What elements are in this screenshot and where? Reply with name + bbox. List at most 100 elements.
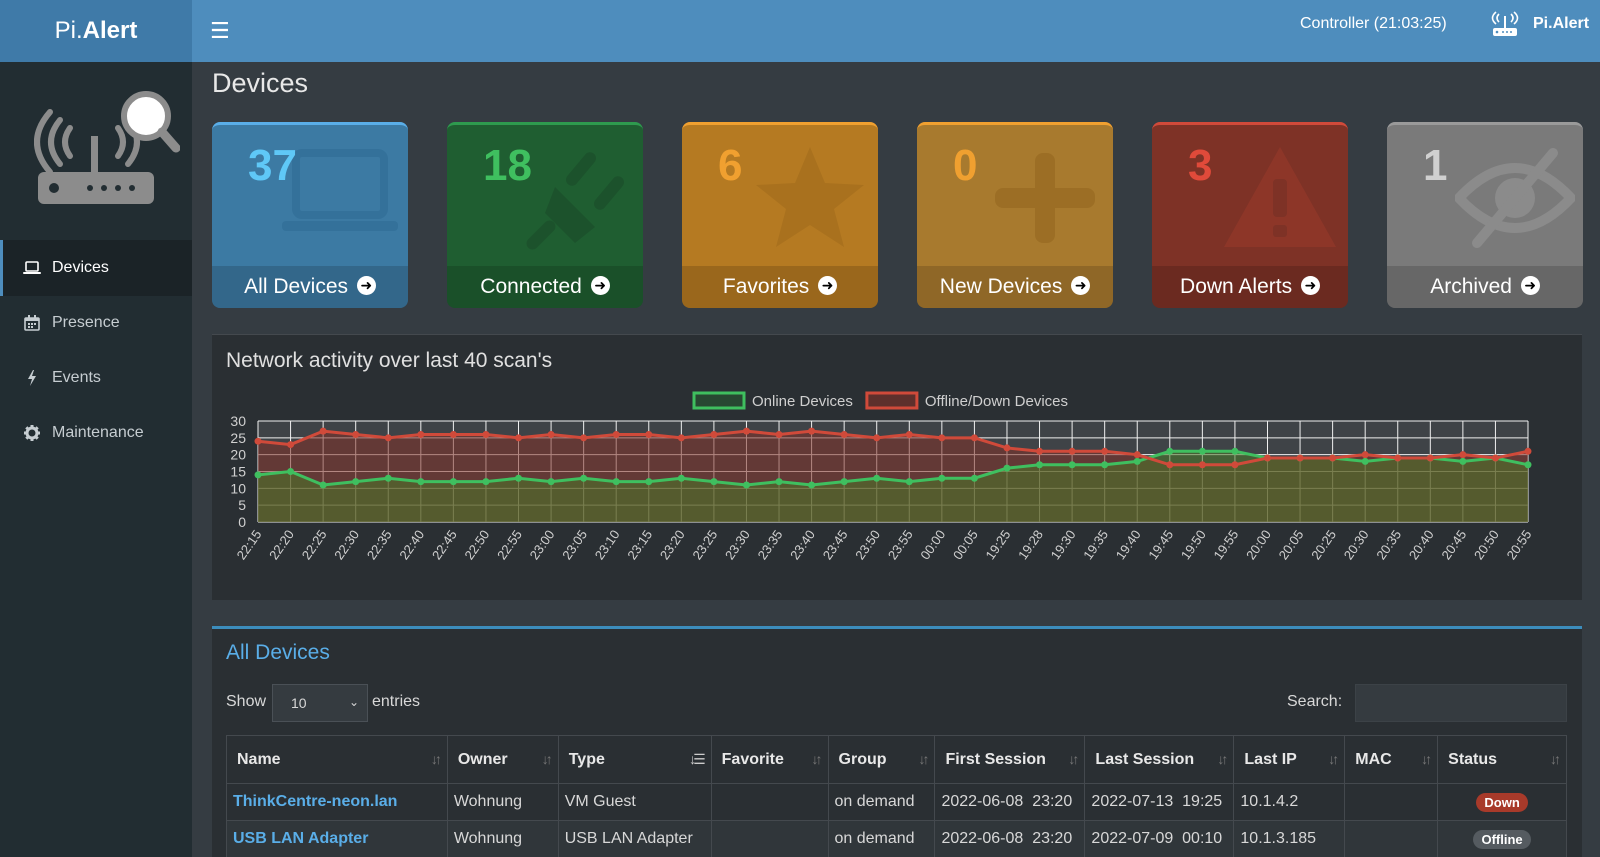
tile-archived[interactable]: 1 Archived ➜ [1387, 122, 1583, 308]
x-tick-label: 20:35 [1373, 527, 1404, 562]
data-point [873, 474, 881, 482]
column-header-owner[interactable]: Owner ↓↑ [446, 735, 559, 784]
tile-link[interactable]: Archived ➜ [1387, 266, 1583, 308]
data-point [580, 434, 588, 442]
cell-name[interactable]: ThinkCentre-neon.lan [226, 783, 448, 821]
column-header-label: First Session [945, 750, 1046, 768]
sort-icon: ↓↑ [1421, 751, 1432, 767]
sort-icon: ↓↑ [541, 751, 553, 767]
all-devices-card: All Devices Show 10 ⌄ entries Search: Nam… [212, 626, 1582, 857]
column-header-label: Group [838, 750, 887, 768]
y-tick-label: 0 [238, 514, 246, 530]
data-point [808, 481, 816, 489]
tile-all-devices[interactable]: 37 All Devices ➜ [212, 122, 408, 308]
column-header-last-ip[interactable]: Last IP ↓↑ [1233, 735, 1346, 784]
sidebar-item-presence[interactable]: Presence [0, 295, 192, 351]
data-point [1101, 447, 1109, 455]
data-point [1101, 461, 1109, 469]
eye-slash-icon [1455, 148, 1575, 248]
gear-icon [22, 423, 42, 443]
app-logo[interactable]: Pi.Alert [0, 0, 192, 62]
bolt-icon [22, 368, 42, 388]
y-tick-label: 10 [230, 480, 246, 496]
data-point [840, 430, 848, 438]
legend-swatch [692, 391, 746, 410]
device-link[interactable]: USB LAN Adapter [233, 830, 369, 847]
legend-swatch [865, 391, 919, 410]
data-point [873, 434, 881, 442]
user-menu[interactable]: Pi.Alert [1533, 15, 1590, 32]
tile-link[interactable]: All Devices ➜ [212, 266, 408, 308]
data-point [970, 474, 978, 482]
tile-connected[interactable]: 18 Connected ➜ [447, 122, 643, 308]
sidebar-item-maintenance[interactable]: Maintenance [0, 405, 192, 461]
chart-card-title: Network activity over last 40 scan's [226, 349, 553, 372]
x-tick-label: 19:50 [1178, 527, 1209, 562]
tile-link[interactable]: New Devices ➜ [917, 266, 1113, 308]
tile-down-alerts[interactable]: 3 Down Alerts ➜ [1152, 122, 1348, 308]
tile-new-devices[interactable]: 0 New Devices ➜ [917, 122, 1113, 308]
data-point [775, 478, 783, 486]
tile-link[interactable]: Connected ➜ [447, 266, 643, 308]
entries-select[interactable]: 10 ⌄ [272, 684, 368, 722]
data-point [742, 481, 750, 489]
x-tick-label: 00:05 [950, 527, 981, 562]
plug-icon [526, 152, 624, 250]
x-tick-label: 19:25 [982, 527, 1013, 562]
x-tick-label: 23:40 [787, 527, 818, 562]
sidebar-item-events[interactable]: Events [0, 350, 192, 406]
y-tick-label: 30 [230, 413, 246, 429]
y-tick-label: 5 [238, 497, 246, 513]
sidebar-item-devices[interactable]: Devices [0, 240, 192, 296]
search-input[interactable] [1355, 684, 1567, 722]
data-point [449, 430, 457, 438]
tile-favorites[interactable]: 6 Favorites ➜ [682, 122, 878, 308]
tile-label: New Devices [939, 275, 1063, 298]
tile-count: 3 [1188, 141, 1213, 190]
x-tick-label: 22:50 [461, 527, 492, 562]
data-point [612, 430, 620, 438]
star-icon [756, 147, 864, 247]
column-header-first-session[interactable]: First Session ↓↑ [934, 735, 1086, 784]
data-point [1296, 454, 1304, 462]
sidebar-item-label: Events [52, 369, 101, 386]
arrow-circle-right-icon: ➜ [590, 275, 610, 295]
column-header-name[interactable]: Name ↓↑ [226, 735, 448, 784]
data-point [417, 478, 425, 486]
cell-type: USB LAN Adapter [557, 820, 712, 857]
cell-first-session: 2022-06-08 23:20 [934, 783, 1086, 821]
data-point [742, 427, 750, 435]
menu-toggle-icon[interactable]: ☰ [210, 18, 230, 43]
data-point [1524, 447, 1532, 455]
x-tick-label: 20:50 [1471, 527, 1502, 562]
data-point [1166, 447, 1174, 455]
logo-text-bold: Alert [82, 17, 138, 44]
cell-favorite [710, 783, 829, 821]
column-header-label: Name [237, 750, 281, 768]
column-header-status[interactable]: Status ↓↑ [1437, 735, 1567, 784]
column-header-label: Last IP [1244, 750, 1297, 768]
column-header-mac[interactable]: MAC ↓↑ [1344, 735, 1439, 784]
column-header-favorite[interactable]: Favorite ↓↑ [710, 735, 829, 784]
column-header-group[interactable]: Group ↓↑ [827, 735, 936, 784]
data-point [515, 474, 523, 482]
sort-icon: ↓↑ [1068, 751, 1079, 767]
column-header-type[interactable]: Type ↓☰ [557, 735, 712, 784]
data-point [1459, 457, 1467, 465]
column-header-label: Last Session [1095, 750, 1195, 768]
table-row[interactable]: ThinkCentre-neon.lan Wohnung VM Guest on… [226, 783, 1567, 821]
device-link[interactable]: ThinkCentre-neon.lan [233, 793, 398, 810]
table-title: All Devices [226, 641, 330, 664]
cell-name[interactable]: USB LAN Adapter [226, 820, 448, 857]
router-icon[interactable] [1490, 10, 1520, 38]
cell-last-ip: 10.1.3.185 [1233, 820, 1346, 857]
x-tick-label: 22:20 [266, 527, 297, 562]
table-row[interactable]: USB LAN Adapter Wohnung USB LAN Adapter … [226, 820, 1567, 857]
data-point [482, 478, 490, 486]
tile-link[interactable]: Favorites ➜ [682, 266, 878, 308]
column-header-last-session[interactable]: Last Session ↓↑ [1084, 735, 1235, 784]
tile-link[interactable]: Down Alerts ➜ [1152, 266, 1348, 308]
data-point [1166, 461, 1174, 469]
column-header-label: Status [1448, 750, 1498, 768]
